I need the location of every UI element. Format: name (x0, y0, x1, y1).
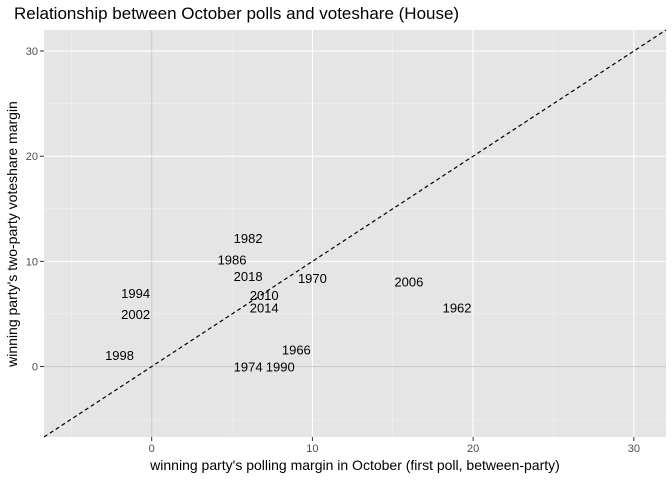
point-labels: 1962 1966 1970 1974 1982 1986 1990 1994 1998 2002… (105, 231, 471, 374)
point-label-1966: 1966 (282, 343, 311, 358)
y-tick-label: 30 (26, 46, 38, 58)
y-tick-label: 0 (32, 362, 38, 374)
point-label-2018: 2018 (234, 269, 263, 284)
point-label-1998: 1998 (105, 348, 134, 363)
y-tick-label: 20 (26, 151, 38, 163)
x-tick-label: 0 (149, 443, 155, 455)
minor-gridlines (44, 30, 666, 437)
point-label-1986: 1986 (218, 252, 247, 267)
point-label-1962: 1962 (443, 301, 472, 316)
x-axis-title: winning party's polling margin in Octobe… (149, 457, 560, 473)
y-axis-title: winning party's two-party voteshare marg… (4, 101, 20, 368)
point-label-1970: 1970 (298, 271, 327, 286)
x-axis-ticks: 0 10 20 30 (149, 437, 640, 455)
x-tick-label: 20 (467, 443, 479, 455)
reference-lines (43, 29, 667, 438)
point-label-1982: 1982 (234, 231, 263, 246)
chart-title: Relationship between October polls and v… (14, 4, 460, 23)
x-tick-label: 30 (628, 443, 640, 455)
point-label-1990: 1990 (266, 360, 295, 375)
y-axis-ticks: 0 10 20 30 (26, 46, 44, 374)
point-label-2002: 2002 (121, 307, 150, 322)
point-label-2014: 2014 (250, 301, 279, 316)
y-tick-label: 10 (26, 256, 38, 268)
x-tick-label: 10 (306, 443, 318, 455)
point-label-1974: 1974 (234, 360, 263, 375)
major-gridlines (44, 30, 666, 437)
diagonal-reference-line (43, 29, 667, 438)
point-label-1994: 1994 (121, 286, 150, 301)
point-label-2010: 2010 (250, 288, 279, 303)
point-label-2006: 2006 (394, 274, 423, 289)
